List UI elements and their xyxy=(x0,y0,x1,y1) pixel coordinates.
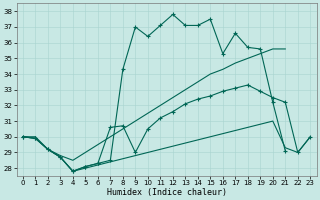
X-axis label: Humidex (Indice chaleur): Humidex (Indice chaleur) xyxy=(107,188,227,197)
